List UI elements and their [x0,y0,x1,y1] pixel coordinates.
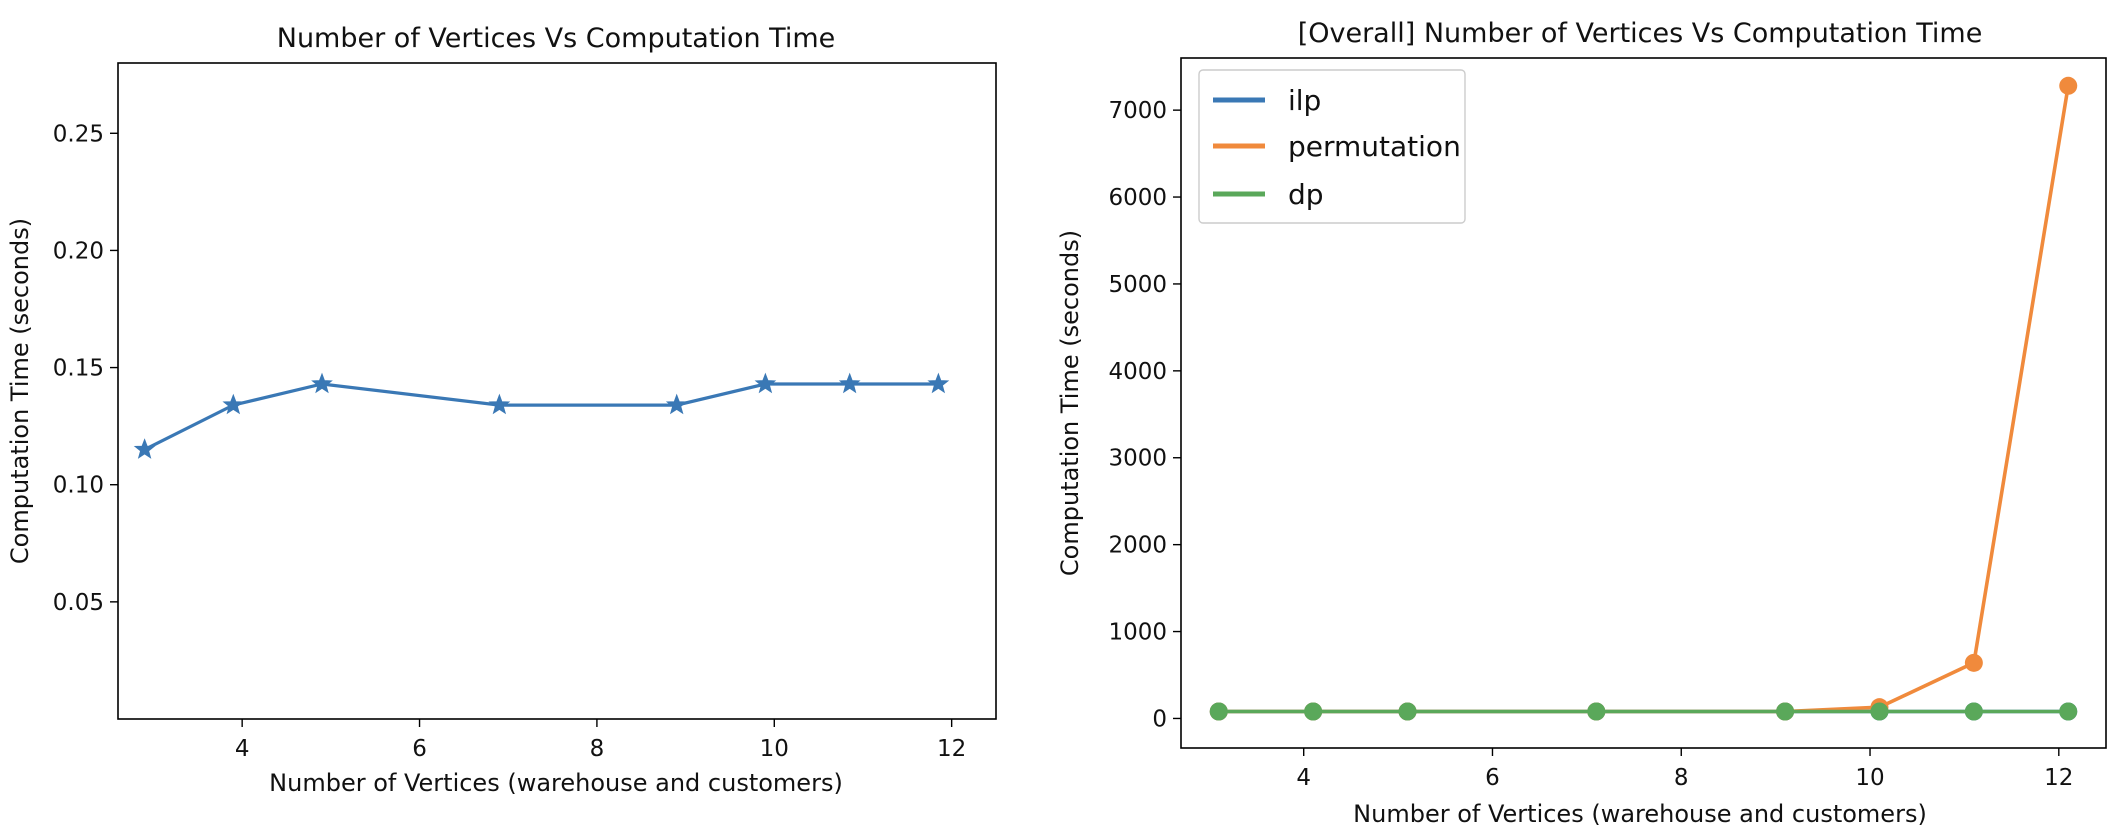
x-tick-label: 6 [1485,765,1500,791]
right-chart: [Overall] Number of Vertices Vs Computat… [1056,18,2107,828]
x-tick-label: 10 [760,736,789,762]
data-point-dp [1870,702,1889,721]
data-point-star [665,393,688,415]
right-chart-title: [Overall] Number of Vertices Vs Computat… [1298,18,1983,49]
y-tick-label: 7000 [1108,98,1167,124]
x-tick-label: 12 [937,736,966,762]
legend-label-ilp: ilp [1288,84,1321,117]
left-chart-ticks: 4 6 8 10 12 0.05 0.10 0.15 0.20 0.25 [53,121,967,762]
right-chart-legend: ilp permutation dp [1198,69,1466,224]
x-tick-label: 4 [235,736,250,762]
legend-label-permutation: permutation [1288,130,1461,163]
data-point-dp [1209,702,1228,721]
data-point-permutation [2059,76,2078,95]
y-tick-label: 3000 [1108,446,1167,472]
right-chart-series [1209,76,2078,721]
data-point-dp [1964,702,1983,721]
data-point-star [838,372,861,394]
data-point-dp [2059,702,2078,721]
y-tick-label: 0 [1152,706,1167,732]
data-point-permutation [1964,653,1983,672]
x-tick-label: 12 [2044,765,2073,791]
left-chart-series-line [143,382,939,452]
left-chart: Number of Vertices Vs Computation Time 4… [6,23,997,797]
y-tick-label: 0.15 [53,356,104,382]
legend-box [1198,69,1466,224]
left-chart-markers [133,372,950,459]
data-point-star [222,393,245,415]
y-tick-label: 4000 [1108,359,1167,385]
y-tick-label: 0.25 [53,121,104,147]
data-point-dp [1398,702,1417,721]
data-point-star [488,393,511,415]
y-tick-label: 5000 [1108,272,1167,298]
data-point-star [311,372,333,394]
right-chart-frame [1180,57,2107,749]
x-tick-label: 8 [1674,765,1689,791]
legend-label-dp: dp [1288,178,1324,211]
left-chart-ylabel: Computation Time (seconds) [6,218,34,564]
x-tick-label: 8 [590,736,605,762]
y-tick-label: 2000 [1108,533,1167,559]
data-point-star [927,372,950,394]
y-tick-label: 0.05 [53,590,104,616]
y-tick-label: 0.20 [53,238,104,264]
y-tick-label: 0.10 [53,473,104,499]
y-tick-label: 1000 [1108,620,1167,646]
right-chart-ylabel: Computation Time (seconds) [1056,230,1084,576]
right-chart-ticks: 4 6 8 10 12 0 1000 2000 3000 4000 5000 6000 7000 [1108,98,2073,791]
left-chart-xlabel: Number of Vertices (warehouse and custom… [269,769,843,797]
data-point-dp [1587,702,1606,721]
left-chart-frame [117,62,997,720]
x-tick-label: 10 [1855,765,1884,791]
data-point-dp [1776,702,1795,721]
x-tick-label: 4 [1296,765,1311,791]
data-point-star [754,372,777,394]
x-tick-label: 6 [412,736,427,762]
right-chart-xlabel: Number of Vertices (warehouse and custom… [1353,800,1927,828]
data-point-star [133,438,156,459]
y-tick-label: 6000 [1108,185,1167,211]
left-chart-title: Number of Vertices Vs Computation Time [277,23,835,54]
data-point-dp [1304,702,1323,721]
